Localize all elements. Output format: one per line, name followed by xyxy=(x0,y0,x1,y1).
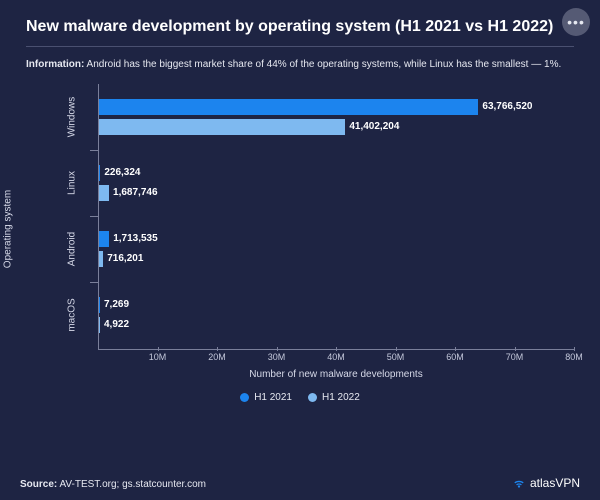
x-tick-mark xyxy=(277,347,278,351)
bar-value-label: 7,269 xyxy=(104,299,129,310)
category-label: Windows xyxy=(67,95,78,139)
bar xyxy=(99,165,100,181)
info-body: Android has the biggest market share of … xyxy=(84,59,561,70)
bar xyxy=(99,185,109,201)
x-axis: Number of new malware developments 10M20… xyxy=(98,350,574,374)
chart-title: New malware development by operating sys… xyxy=(0,0,600,46)
brand-logo: atlasVPN xyxy=(512,476,580,490)
bar-value-label: 1,687,746 xyxy=(113,187,158,198)
chart-area: Operating system WindowsLinuxAndroidmacO… xyxy=(50,84,574,374)
bar-value-label: 4,922 xyxy=(104,319,129,330)
info-text: Information: Android has the biggest mar… xyxy=(0,59,600,84)
legend-label: H1 2021 xyxy=(254,392,292,403)
x-tick-label: 30M xyxy=(268,352,286,362)
legend-item: H1 2022 xyxy=(308,392,360,403)
legend-label: H1 2022 xyxy=(322,392,360,403)
y-axis-title: Operating system xyxy=(3,190,14,268)
bar-value-label: 716,201 xyxy=(107,253,143,264)
bar-value-label: 1,713,535 xyxy=(113,233,158,244)
source-text: Source: AV-TEST.org; gs.statcounter.com xyxy=(20,479,206,490)
category-separator xyxy=(90,216,98,217)
title-divider xyxy=(26,46,574,47)
footer: Source: AV-TEST.org; gs.statcounter.com … xyxy=(20,476,580,490)
x-axis-title: Number of new malware developments xyxy=(249,369,422,380)
x-tick-label: 70M xyxy=(506,352,524,362)
x-tick-label: 40M xyxy=(327,352,345,362)
x-tick-mark xyxy=(455,347,456,351)
bar-value-label: 63,766,520 xyxy=(482,101,532,112)
logo-text: atlasVPN xyxy=(530,476,580,490)
menu-button[interactable]: ••• xyxy=(562,8,590,36)
legend-swatch xyxy=(240,393,249,402)
bar xyxy=(99,317,100,333)
source-label: Source: xyxy=(20,479,57,490)
bar xyxy=(99,297,100,313)
bar xyxy=(99,99,478,115)
x-tick-mark xyxy=(336,347,337,351)
category-label: macOS xyxy=(67,293,78,337)
x-tick-mark xyxy=(396,347,397,351)
legend-item: H1 2021 xyxy=(240,392,292,403)
category-labels: Windows Linux Android macOS xyxy=(50,84,98,350)
x-tick-mark xyxy=(574,347,575,351)
category-label: Android xyxy=(67,227,78,271)
legend-swatch xyxy=(308,393,317,402)
info-label: Information: xyxy=(26,59,84,70)
x-tick-mark xyxy=(217,347,218,351)
bar xyxy=(99,119,345,135)
x-tick-label: 50M xyxy=(387,352,405,362)
bar-value-label: 226,324 xyxy=(104,167,140,178)
bar xyxy=(99,251,103,267)
x-tick-label: 10M xyxy=(149,352,167,362)
bar-value-label: 41,402,204 xyxy=(349,121,399,132)
x-tick-label: 80M xyxy=(565,352,583,362)
legend: H1 2021 H1 2022 xyxy=(0,392,600,403)
category-separator xyxy=(90,150,98,151)
plot-area: 63,766,520 41,402,204 226,324 1,687,746 1,71… xyxy=(98,84,574,350)
x-tick-mark xyxy=(515,347,516,351)
x-tick-label: 60M xyxy=(446,352,464,362)
x-tick-mark xyxy=(158,347,159,351)
x-tick-label: 20M xyxy=(208,352,226,362)
category-label: Linux xyxy=(67,161,78,205)
bar xyxy=(99,231,109,247)
wifi-icon xyxy=(512,476,526,490)
category-separator xyxy=(90,282,98,283)
source-body: AV-TEST.org; gs.statcounter.com xyxy=(57,479,206,490)
